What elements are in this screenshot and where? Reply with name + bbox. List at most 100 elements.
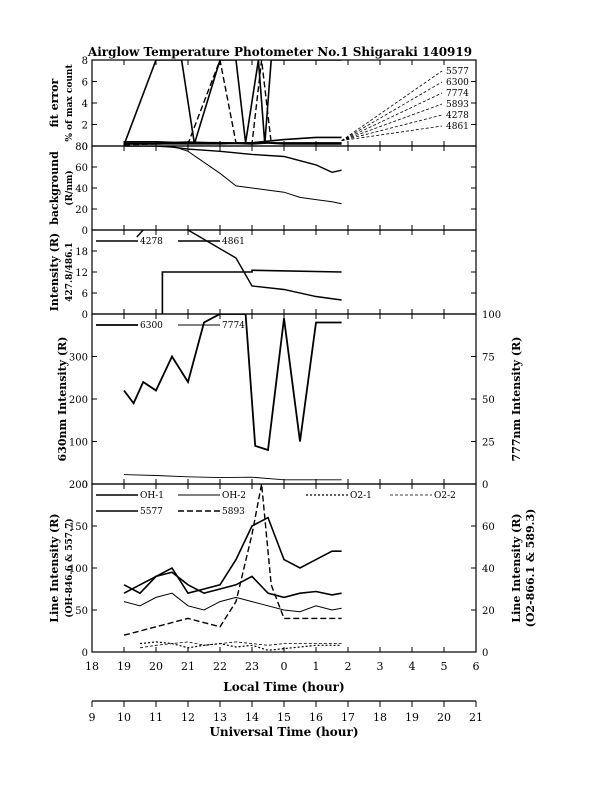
y-axis-sublabel: (OH-846.6 & 557.7) (64, 518, 75, 617)
series-line-background-a (124, 146, 342, 174)
y-axis-sublabel: 427.8/486.1 (65, 242, 75, 302)
legend-leader (341, 125, 443, 142)
x-tick-label-ut: 13 (213, 711, 227, 724)
series-line-intensity-4278-4278 (161, 269, 342, 314)
series-line-line-intensity-5577 (123, 516, 342, 595)
y-tick-label: 0 (82, 648, 88, 659)
x-axis-label-local: Local Time (hour) (223, 680, 344, 694)
legend-label: OH-2 (222, 491, 246, 501)
series-line-background-b (171, 146, 342, 205)
y-axis-right-label: 777nm Intensity (R) (510, 337, 523, 462)
legend-leader (341, 92, 443, 141)
series-line-line-intensity-O2-2 (139, 641, 342, 649)
legend-label: 5577 (446, 67, 469, 77)
y-tick-label: 150 (69, 522, 88, 533)
y-axis-sublabel: % of max count (65, 64, 75, 142)
x-tick-label-local: 22 (213, 660, 227, 673)
legend-leader (341, 81, 443, 141)
series-line-intensity-4278-4861 (136, 230, 342, 301)
y-tick-label: 0 (82, 310, 88, 321)
y-axis-label: 630nm Intensity (R) (56, 337, 69, 462)
x-tick-label-ut: 18 (373, 711, 387, 724)
panel-frame-background (91, 145, 477, 231)
legend-label: O2-1 (350, 491, 372, 501)
y-axis-label: fit error (48, 78, 61, 127)
x-tick-label-ut: 21 (469, 711, 483, 724)
panel-frame-fit-error (91, 59, 477, 147)
panel-frame-intensity-630 (91, 313, 477, 485)
x-tick-label-local: 4 (409, 660, 416, 673)
x-tick-label-local: 6 (473, 660, 480, 673)
y-tick-label: 80 (75, 142, 88, 153)
y-axis-right-sublabel: (O2-866.1 & 589.3) (524, 509, 537, 628)
series-line-line-intensity-O2-1 (139, 641, 342, 651)
panel-fit-error: 0 2 4 6 8 fit error % of max count 557763007774… (48, 56, 477, 153)
y-axis-label: Intensity (R) (48, 233, 61, 311)
x-tick-label-local: 20 (149, 660, 163, 673)
x-tick-label-ut: 20 (437, 711, 451, 724)
x-tick-label-local: 5 (441, 660, 448, 673)
y-tick-label: 18 (75, 247, 88, 258)
series-group-background (124, 146, 342, 205)
y-right-tick-label: 50 (482, 395, 495, 406)
y-tick-label: 6 (82, 289, 88, 300)
y-tick-label: 2 (82, 121, 88, 132)
x-tick-label-local: 19 (117, 660, 131, 673)
y-right-tick-label: 25 (482, 438, 495, 449)
series-line-fit-error-4861 (124, 140, 342, 144)
series-group-intensity-630 (123, 314, 342, 481)
y-tick-label: 8 (82, 56, 88, 67)
panel-intensity-4278: 0 6 12 18 Intensity (R) 427.8/486.1 4278 4861 (48, 229, 477, 321)
y-tick-label: 100 (69, 438, 88, 449)
y-right-tick-label: 0 (482, 480, 488, 491)
y-tick-label: 6 (82, 78, 88, 89)
y-tick-label: 50 (75, 606, 88, 617)
y-axis-sublabel: (R/nm) (64, 170, 75, 205)
y-right-tick-label: 75 (482, 353, 495, 364)
x-tick-label-local: 23 (245, 660, 259, 673)
y-tick-label: 4 (82, 99, 88, 110)
y-right-tick-label: 60 (482, 522, 495, 533)
x-tick-label-ut: 9 (89, 711, 96, 724)
series-group-fit-error (123, 60, 342, 146)
x-tick-label-ut: 14 (245, 711, 259, 724)
x-tick-label-local: 0 (281, 660, 288, 673)
series-line-intensity-630-6300 (123, 314, 342, 452)
legend-label: O2-2 (434, 491, 456, 501)
y-tick-label: 300 (69, 353, 88, 364)
series-line-line-intensity-5893 (123, 484, 342, 636)
legend-label: 7774 (222, 321, 245, 331)
x-tick-label-local: 18 (85, 660, 99, 673)
y-tick-label: 0 (82, 480, 88, 491)
y-tick-label: 0 (82, 142, 88, 153)
x-tick-label-local: 2 (345, 660, 352, 673)
y-tick-label: 40 (75, 184, 88, 195)
legend-label: 5893 (446, 100, 469, 110)
legend-label: 6300 (140, 321, 163, 331)
x-tick-label-ut: 10 (117, 711, 131, 724)
y-right-tick-label: 100 (482, 310, 501, 321)
series-group-intensity-4278 (136, 230, 342, 314)
x-tick-label-ut: 17 (341, 711, 355, 724)
y-right-tick-label: 20 (482, 606, 495, 617)
x-tick-label-ut: 11 (149, 711, 163, 724)
chart-title: Airglow Temperature Photometer No.1 Shig… (87, 45, 472, 59)
panel-background: 0 20 40 60 80 background (R/nm) (48, 142, 477, 237)
legend-label: 5893 (222, 507, 245, 517)
x-tick-label-ut: 16 (309, 711, 323, 724)
x-tick-label-local: 1 (313, 660, 320, 673)
legend-label: OH-1 (140, 491, 164, 501)
y-right-tick-label: 40 (482, 564, 495, 575)
y-tick-label: 0 (82, 226, 88, 237)
y-tick-label: 100 (69, 564, 88, 575)
legend-label: 4278 (446, 111, 469, 121)
legend-label: 4861 (222, 237, 245, 247)
x-tick-label-ut: 15 (277, 711, 291, 724)
series-line-line-intensity-OH-2 (123, 592, 342, 613)
legend-label: 4278 (140, 237, 163, 247)
y-axis-right-label: Line Intensity (R) (510, 513, 523, 622)
